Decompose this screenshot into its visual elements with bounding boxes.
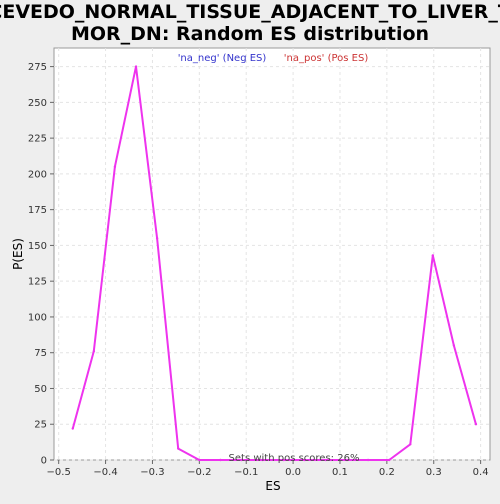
data-point <box>219 458 222 462</box>
x-tick-label: 0.4 <box>473 467 489 478</box>
data-point <box>282 458 285 462</box>
y-tick-label: 0 <box>41 456 47 467</box>
x-tick-label: −0.4 <box>93 467 117 478</box>
data-point <box>198 458 201 462</box>
data-point <box>474 423 478 426</box>
x-tick-label: 0.2 <box>379 467 395 478</box>
x-tick-label: 0.3 <box>426 467 442 478</box>
data-point <box>134 65 138 68</box>
data-point <box>261 458 264 462</box>
y-tick-label: 250 <box>28 98 47 109</box>
data-point <box>452 344 456 347</box>
data-point <box>155 237 159 240</box>
data-point <box>92 350 96 353</box>
plot-area <box>53 47 491 461</box>
series-line <box>71 65 477 461</box>
x-tick-label: −0.5 <box>47 467 71 478</box>
y-tick-label: 225 <box>28 134 47 145</box>
x-tick-label: −0.1 <box>234 467 258 478</box>
data-point <box>303 458 307 462</box>
data-point <box>324 458 328 462</box>
y-tick-label: 100 <box>28 312 47 323</box>
y-axis-ticks: 0 25 50 75 100 125 150 175 200 225 250 275 <box>28 62 54 467</box>
x-tick-label: 0.0 <box>285 467 301 478</box>
legend-pos-entry: 'na_pos' (Pos ES) <box>284 53 369 64</box>
x-axis-label: ES <box>265 479 280 493</box>
y-tick-label: 75 <box>34 348 47 359</box>
y-tick-label: 50 <box>34 384 47 395</box>
series-group <box>71 65 478 462</box>
legend-neg-entry: 'na_neg' (Neg ES) <box>178 53 267 64</box>
y-tick-label: 175 <box>28 205 47 216</box>
data-point <box>113 165 117 168</box>
data-point <box>71 427 74 430</box>
data-point <box>388 458 391 462</box>
y-tick-label: 150 <box>28 241 47 252</box>
data-point <box>177 447 180 450</box>
y-tick-label: 275 <box>28 62 47 73</box>
y-tick-label: 25 <box>34 420 47 431</box>
y-axis-label: P(ES) <box>11 238 25 270</box>
data-point <box>366 458 370 462</box>
chart-title-line-2: MOR_DN: Random ES distribution <box>71 23 429 45</box>
chart-title-line-1: ACEVEDO_NORMAL_TISSUE_ADJACENT_TO_LIVER_… <box>0 1 500 23</box>
x-tick-label: −0.3 <box>140 467 164 478</box>
pos-scores-annotation: Sets with pos scores: 26% <box>229 453 360 464</box>
x-tick-label: 0.1 <box>332 467 348 478</box>
grid-lines <box>54 48 490 461</box>
data-point <box>431 254 435 257</box>
y-tick-label: 125 <box>28 277 47 288</box>
x-axis-ticks: −0.5 −0.4 −0.3 −0.2 −0.1 0.0 0.1 0.2 0.3 0.4 <box>47 460 489 478</box>
data-point <box>240 458 243 462</box>
data-point <box>345 458 349 462</box>
y-tick-label: 200 <box>28 169 47 180</box>
x-tick-label: −0.2 <box>187 467 211 478</box>
data-point <box>409 443 412 446</box>
